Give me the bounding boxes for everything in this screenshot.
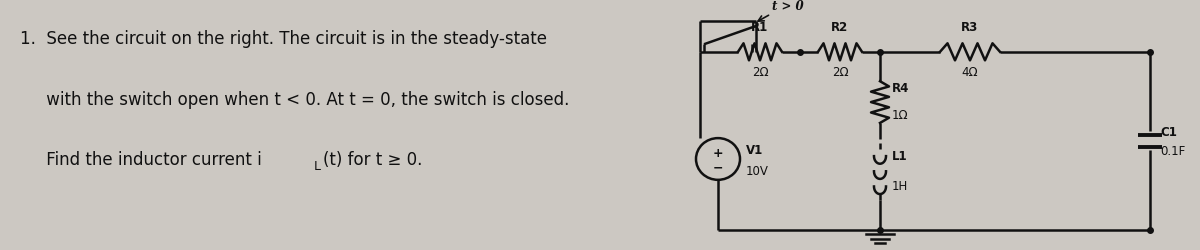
Text: t > 0: t > 0 [772, 0, 804, 13]
Text: 4Ω: 4Ω [961, 66, 978, 79]
Text: 1.  See the circuit on the right. The circuit is in the steady-state: 1. See the circuit on the right. The cir… [20, 30, 547, 48]
Text: +: + [713, 146, 724, 159]
Text: L1: L1 [892, 149, 907, 162]
Text: 10V: 10V [746, 164, 769, 177]
Text: −: − [713, 160, 724, 173]
Text: V1: V1 [746, 144, 763, 156]
Text: R3: R3 [961, 21, 979, 34]
Text: with the switch open when t < 0. At t = 0, the switch is closed.: with the switch open when t < 0. At t = … [20, 90, 569, 108]
Text: 2Ω: 2Ω [751, 66, 768, 79]
Text: 2Ω: 2Ω [832, 66, 848, 79]
Text: C1: C1 [1160, 126, 1177, 138]
Text: (t) for t ≥ 0.: (t) for t ≥ 0. [323, 151, 422, 169]
Text: R1: R1 [751, 21, 769, 34]
Text: R2: R2 [832, 21, 848, 34]
Text: R4: R4 [892, 82, 910, 95]
Text: Find the inductor current i: Find the inductor current i [20, 151, 262, 169]
Text: 0.1F: 0.1F [1160, 144, 1186, 157]
Text: 1Ω: 1Ω [892, 108, 908, 121]
Text: 1H: 1H [892, 179, 908, 192]
Text: L: L [314, 159, 322, 172]
